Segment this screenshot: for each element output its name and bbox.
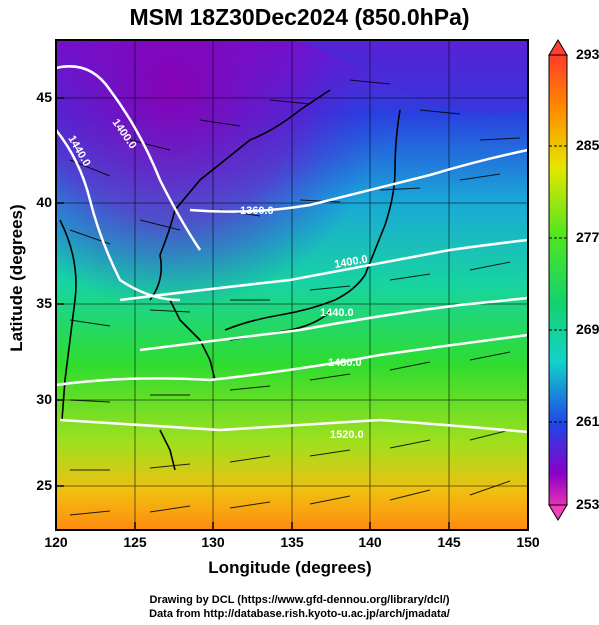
x-tick-label: 120 [44, 534, 68, 550]
x-tick-label: 140 [358, 534, 382, 550]
grid-lines [56, 40, 528, 530]
height-contours [55, 65, 529, 434]
contour-label: 1440.0 [320, 307, 354, 319]
colorbar-max-arrow [548, 39, 568, 56]
x-tick-label: 125 [123, 534, 147, 550]
y-tick-label: 30 [36, 391, 52, 407]
colorbar [548, 39, 568, 521]
contour-label: 1360.0 [240, 205, 274, 217]
x-tick-label: 150 [516, 534, 540, 550]
y-tick-label: 40 [36, 194, 52, 210]
credit-line-drawing: Drawing by DCL (https://www.gfd-dennou.o… [149, 594, 450, 606]
colorbar-label: 261 [576, 413, 599, 429]
contour-label: 1400.0 [333, 253, 368, 271]
contour-label: 1480.0 [328, 357, 362, 369]
x-tick-label: 135 [280, 534, 304, 550]
colorbar-label: 293 [576, 46, 599, 62]
chart-title: MSM 18Z30Dec2024 (850.0hPa) [129, 4, 470, 30]
x-tick-label: 145 [437, 534, 461, 550]
colorbar-label: 285 [576, 137, 599, 153]
wind-vectors [69, 79, 521, 516]
colorbar-min-arrow [548, 504, 568, 521]
colorbar-label: 253 [576, 496, 599, 512]
x-axis-label: Longitude (degrees) [208, 558, 372, 577]
colorbar-label: 277 [576, 229, 599, 245]
x-tick-label: 130 [201, 534, 225, 550]
coastlines [59, 89, 401, 471]
credit-line-data: Data from http://database.rish.kyoto-u.a… [149, 608, 450, 620]
tick-marks [55, 97, 529, 530]
y-axis-label: Latitude (degrees) [7, 204, 26, 352]
y-tick-label: 25 [36, 477, 52, 493]
colorbar-label: 269 [576, 321, 599, 337]
y-tick-label: 35 [36, 295, 52, 311]
y-tick-label: 45 [36, 89, 52, 105]
contour-label: 1520.0 [330, 429, 364, 441]
